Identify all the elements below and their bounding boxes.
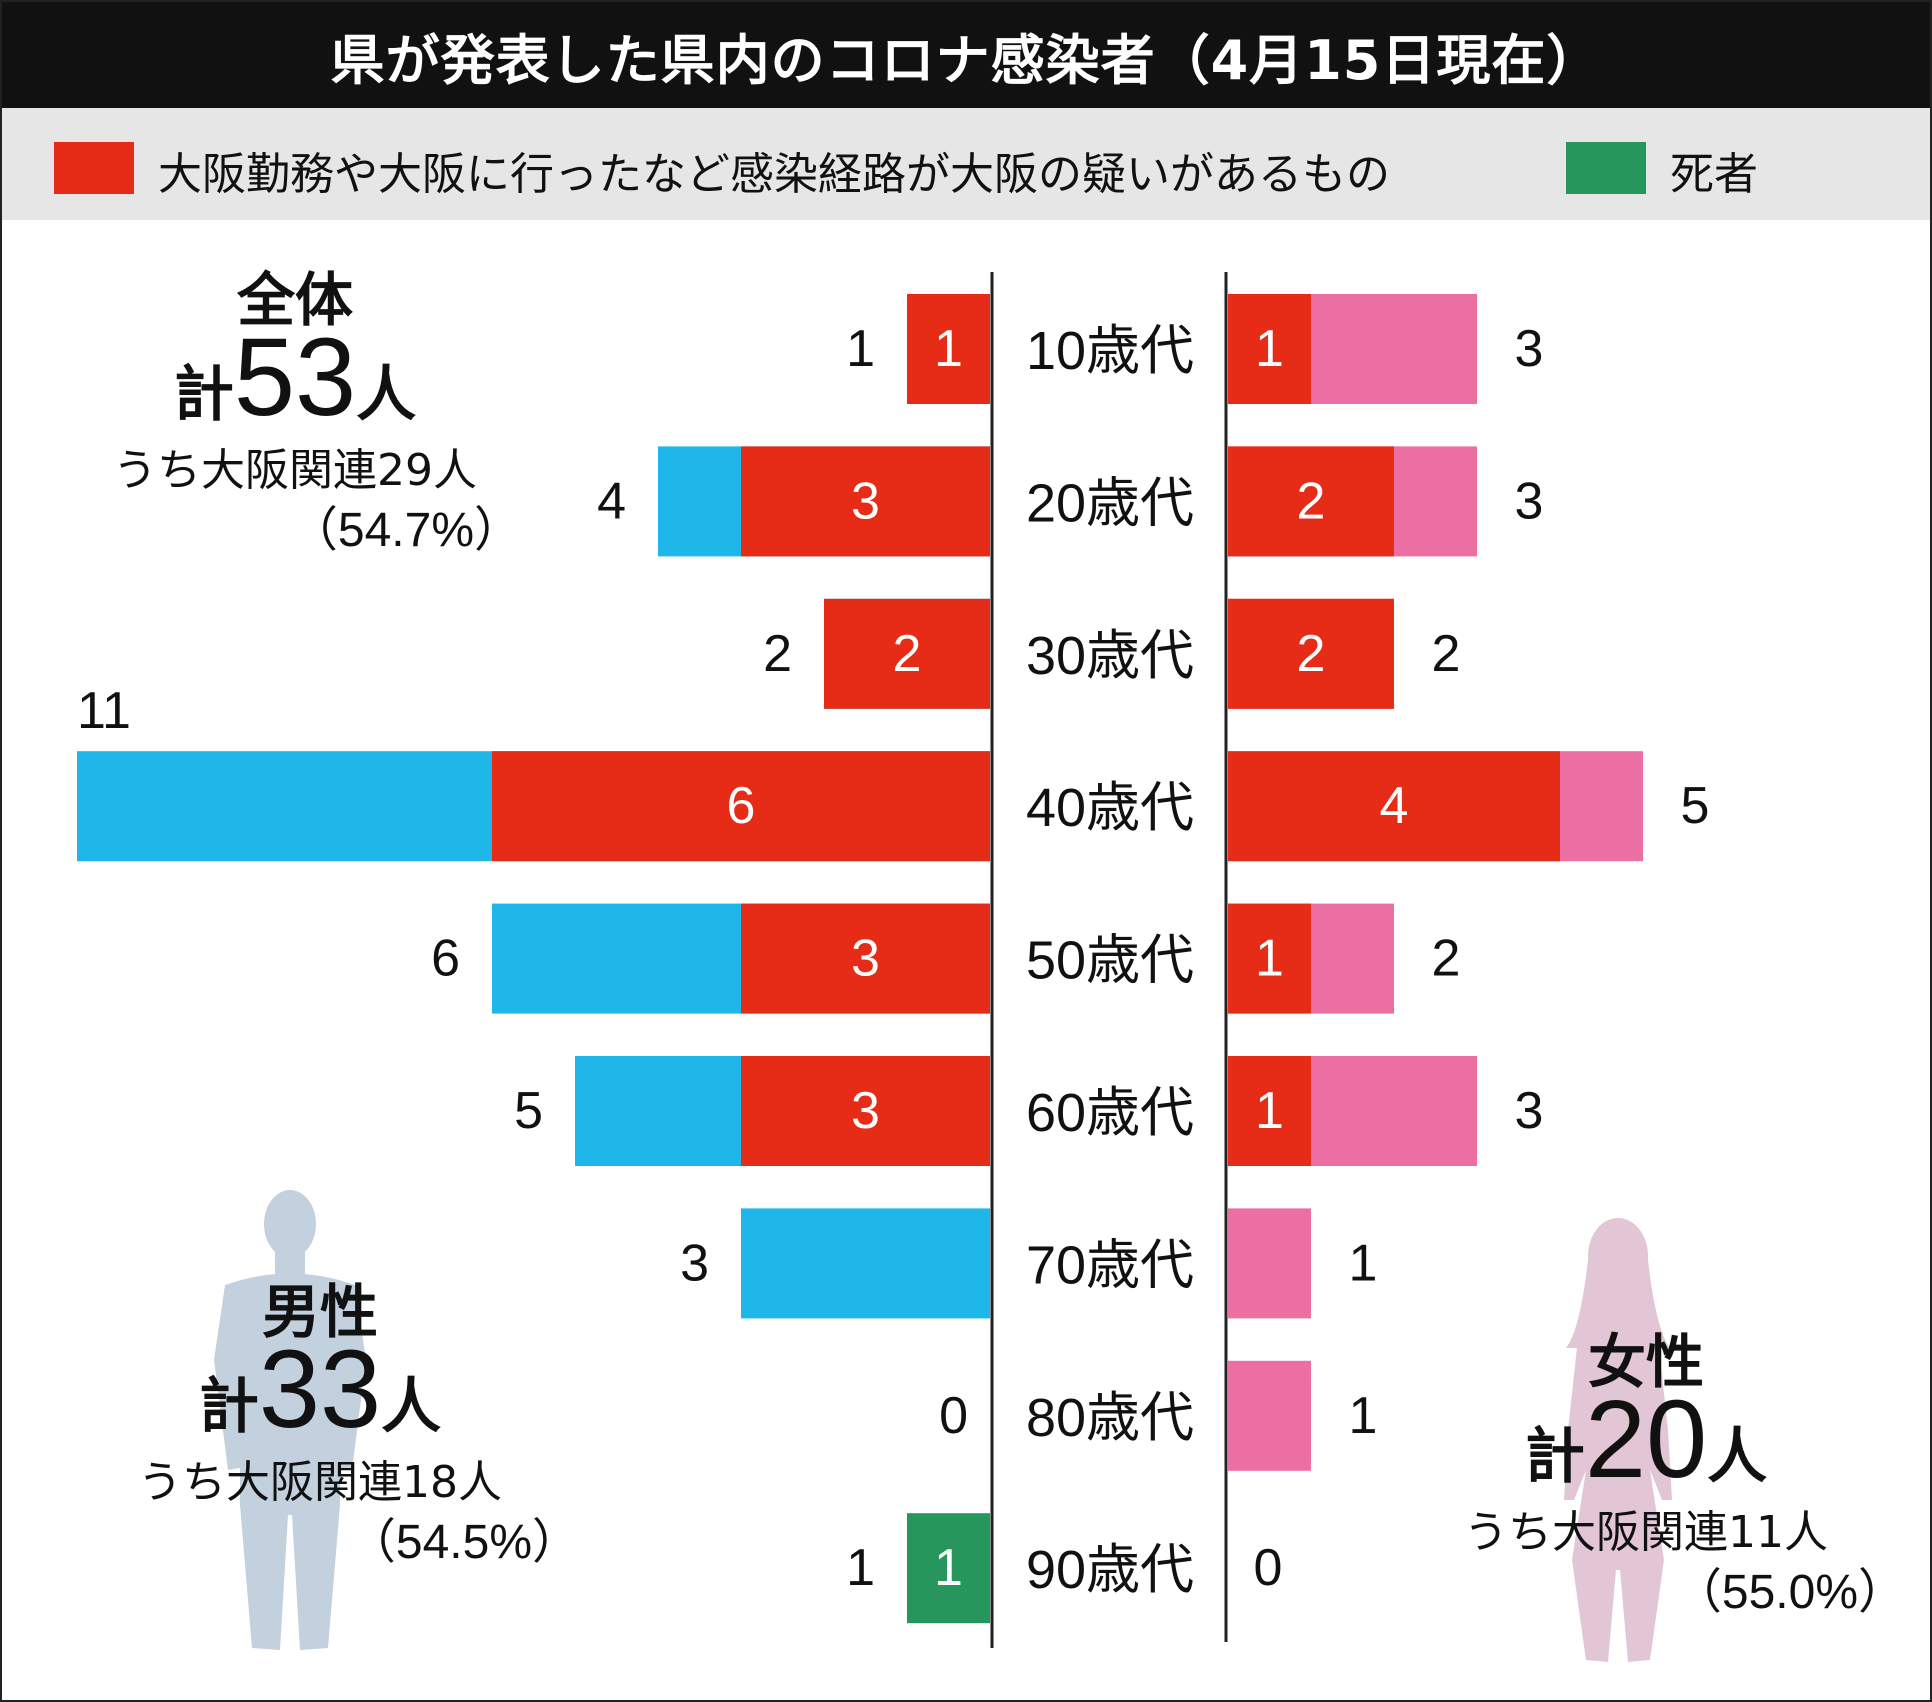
age-category-label: 10歳代: [1026, 321, 1194, 381]
age-category-label: 40歳代: [1026, 778, 1194, 838]
female-total-label: 1: [1349, 1387, 1378, 1445]
male-total-label: 3: [680, 1234, 709, 1292]
chart-title: 県が発表した県内のコロナ感染者（4月15日現在）: [2, 2, 1930, 108]
male-osaka-label: 6: [727, 777, 756, 835]
female-osaka-label: 4: [1380, 777, 1409, 835]
female-total-label: 5: [1681, 777, 1710, 835]
overall-total: 計53人: [60, 323, 530, 441]
female-heading: 女性: [1587, 1328, 1704, 1396]
male-total-number: 33: [258, 1328, 382, 1451]
female-total-number: 20: [1584, 1378, 1708, 1501]
male-bar-osaka: [741, 1056, 990, 1166]
male-total-label: 0: [939, 1387, 968, 1445]
male-bar-total: [741, 1208, 990, 1319]
overall-osaka-label: うち大阪関連29人: [113, 445, 477, 496]
female-osaka-label: 1: [1255, 930, 1284, 988]
female-bar-osaka: [1228, 294, 1311, 404]
male-total-label: 6: [431, 930, 460, 988]
age-category-label: 90歳代: [1026, 1540, 1194, 1600]
male-total-label: 2: [763, 625, 792, 683]
male-osaka-label: 3: [851, 472, 880, 530]
female-osaka-label: 2: [1297, 472, 1326, 530]
female-silhouette-icon: [1564, 1218, 1672, 1662]
female-total-label: 2: [1432, 625, 1461, 683]
male-total-prefix: 計: [198, 1372, 259, 1442]
male-total-label: 1: [846, 320, 875, 378]
female-total-label: 3: [1515, 472, 1544, 530]
male-total-suffix: 人: [381, 1372, 442, 1442]
male-silhouette-icon: [214, 1190, 366, 1650]
male-osaka-label: 3: [851, 1082, 880, 1140]
age-category-label: 30歳代: [1026, 626, 1194, 686]
female-total-label: 2: [1432, 930, 1461, 988]
female-bar-osaka: [1228, 446, 1394, 557]
overall-total-number: 53: [233, 316, 357, 439]
male-bar-osaka: [907, 294, 990, 404]
overall-percent: （54.7%）: [289, 504, 522, 557]
female-bar-total: [1228, 1360, 1311, 1471]
female-total-label: 3: [1515, 1082, 1544, 1140]
male-osaka-label: 2: [893, 625, 922, 683]
male-osaka-label: うち大阪関連18人: [138, 1457, 502, 1508]
female-bar-total: [1228, 1208, 1311, 1319]
age-category-label: 50歳代: [1026, 931, 1194, 991]
female-osaka-label: うち大阪関連11人: [1464, 1507, 1828, 1558]
legend-label-osaka: 大阪勤務や大阪に行ったなど感染経路が大阪の疑いがあるもの: [158, 149, 1390, 200]
female-total: 計20人: [1386, 1385, 1906, 1503]
male-bar-osaka: [492, 751, 990, 862]
overall-total-suffix: 人: [356, 360, 417, 430]
age-category-label: 60歳代: [1026, 1083, 1194, 1143]
female-osaka-label: 1: [1255, 320, 1284, 378]
male-total-label: 4: [597, 472, 626, 530]
male-percent: （54.5%）: [347, 1516, 580, 1569]
male-osaka-label: 1: [934, 320, 963, 378]
age-category-label: 70歳代: [1026, 1235, 1194, 1295]
female-summary: 女性 計20人 うち大阪関連11人 （55.0%）: [1386, 1330, 1906, 1623]
male-death-label: 1: [934, 1539, 963, 1597]
male-total-label: 5: [514, 1082, 543, 1140]
male-summary: 男性 計33人 うち大阪関連18人 （54.5%）: [60, 1280, 580, 1573]
female-bar-osaka: [1228, 598, 1394, 709]
male-heading: 男性: [261, 1278, 378, 1346]
male-bar-osaka: [741, 446, 990, 557]
male-bar-osaka: [824, 598, 990, 709]
overall-heading: 全体: [236, 266, 353, 334]
female-bar-osaka: [1228, 903, 1311, 1014]
female-percent: （55.0%）: [1673, 1566, 1906, 1619]
legend-swatch-death: [1566, 142, 1646, 194]
age-category-label: 20歳代: [1026, 473, 1194, 533]
male-bar-total: [907, 1513, 990, 1624]
female-total-label: 0: [1254, 1539, 1283, 1597]
female-total-suffix: 人: [1707, 1422, 1768, 1492]
female-bar-osaka: [1228, 1056, 1311, 1166]
female-total-prefix: 計: [1524, 1422, 1585, 1492]
female-osaka-label: 2: [1297, 625, 1326, 683]
overall-summary: 全体 計53人 うち大阪関連29人 （54.7%）: [60, 268, 530, 561]
age-category-label: 80歳代: [1026, 1388, 1194, 1448]
legend-label-death: 死者: [1670, 149, 1758, 200]
legend: 大阪勤務や大阪に行ったなど感染経路が大阪の疑いがあるもの 死者: [2, 108, 1930, 220]
female-total-label: 3: [1515, 320, 1544, 378]
overall-total-prefix: 計: [173, 360, 234, 430]
legend-swatch-osaka: [54, 142, 134, 194]
male-total-label: 11: [77, 682, 131, 740]
female-osaka-label: 1: [1255, 1082, 1284, 1140]
female-bar-osaka: [1228, 751, 1560, 862]
male-total-label: 1: [846, 1539, 875, 1597]
female-total-label: 1: [1349, 1234, 1378, 1292]
male-total: 計33人: [60, 1335, 580, 1453]
male-bar-osaka: [741, 903, 990, 1014]
male-osaka-label: 3: [851, 930, 880, 988]
